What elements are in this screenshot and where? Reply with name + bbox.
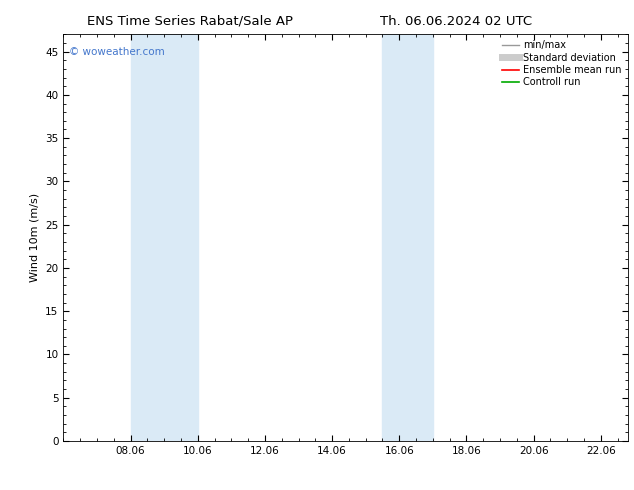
Y-axis label: Wind 10m (m/s): Wind 10m (m/s) bbox=[30, 193, 40, 282]
Bar bbox=[382, 34, 433, 441]
Legend: min/max, Standard deviation, Ensemble mean run, Controll run: min/max, Standard deviation, Ensemble me… bbox=[499, 37, 624, 90]
Bar bbox=[131, 34, 198, 441]
Text: ENS Time Series Rabat/Sale AP: ENS Time Series Rabat/Sale AP bbox=[87, 15, 293, 28]
Text: Th. 06.06.2024 02 UTC: Th. 06.06.2024 02 UTC bbox=[380, 15, 533, 28]
Text: © woweather.com: © woweather.com bbox=[69, 47, 165, 56]
